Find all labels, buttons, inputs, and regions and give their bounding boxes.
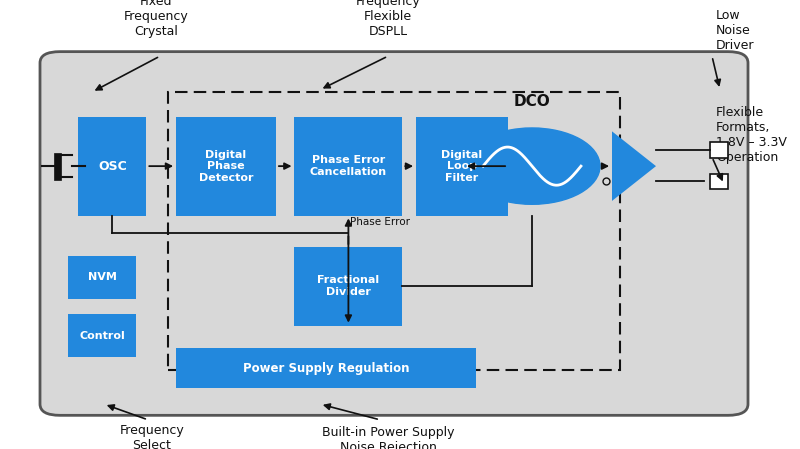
Bar	[176, 117, 276, 216]
Text: Control: Control	[79, 330, 125, 341]
Text: Fixed
Frequency
Crystal: Fixed Frequency Crystal	[124, 0, 188, 38]
FancyBboxPatch shape	[40, 52, 748, 415]
Text: OSC: OSC	[98, 160, 126, 172]
Bar	[176, 348, 476, 388]
Bar	[294, 247, 402, 326]
Text: Frequency
Select
(Pin Control): Frequency Select (Pin Control)	[114, 424, 190, 449]
Bar	[710, 142, 728, 158]
Text: Flexible
Formats,
1.8V – 3.3V
Operation: Flexible Formats, 1.8V – 3.3V Operation	[716, 106, 787, 164]
Text: Digital
Phase
Detector: Digital Phase Detector	[198, 150, 254, 183]
Bar	[294, 117, 402, 216]
Text: NVM: NVM	[87, 272, 117, 282]
Bar	[68, 314, 136, 357]
Text: Phase Error
Cancellation: Phase Error Cancellation	[310, 155, 387, 177]
Text: Fractional
Divider: Fractional Divider	[318, 275, 379, 297]
Text: Built-in Power Supply
Noise Rejection: Built-in Power Supply Noise Rejection	[322, 426, 454, 449]
Text: Low
Noise
Driver: Low Noise Driver	[716, 9, 754, 52]
Bar	[54, 153, 61, 180]
Circle shape	[464, 128, 600, 204]
Polygon shape	[612, 131, 656, 201]
Bar	[168, 92, 620, 370]
Bar	[416, 117, 508, 216]
Text: Phase Error: Phase Error	[350, 217, 410, 227]
Text: DCO: DCO	[514, 93, 550, 109]
Text: Frequency
Flexible
DSPLL: Frequency Flexible DSPLL	[356, 0, 420, 38]
Bar	[68, 256, 136, 299]
Text: Digital
Loop
Filter: Digital Loop Filter	[442, 150, 482, 183]
Bar	[78, 117, 146, 216]
Bar	[710, 174, 728, 189]
Text: Power Supply Regulation: Power Supply Regulation	[242, 362, 410, 374]
